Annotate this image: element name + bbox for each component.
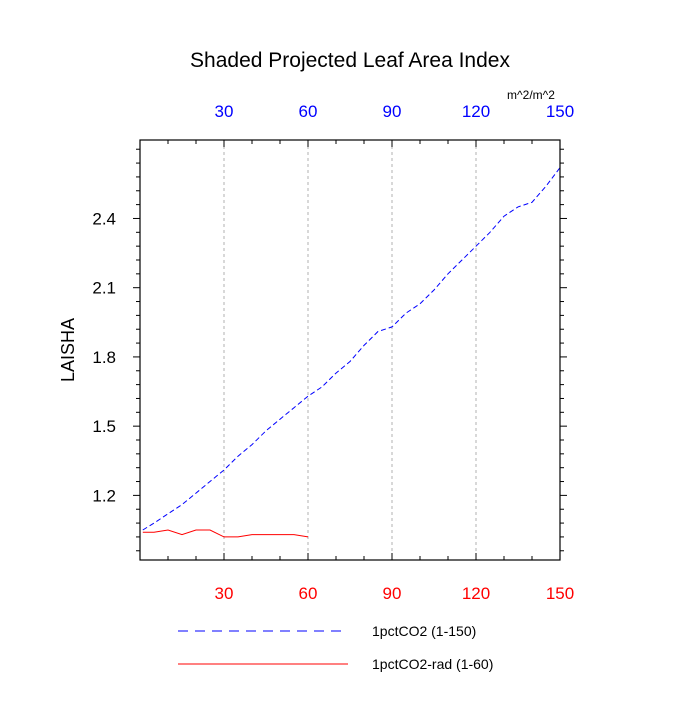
y-tick-label: 1.5	[92, 417, 116, 436]
y-tick-label: 2.4	[92, 209, 116, 228]
bottom-tick-label: 60	[299, 584, 318, 603]
y-axis-label: LAISHA	[58, 318, 78, 382]
chart-title: Shaded Projected Leaf Area Index	[190, 49, 510, 72]
legend-label-1: 1pctCO2 (1-150)	[372, 623, 476, 639]
y-tick-label: 1.2	[92, 486, 116, 505]
top-tick-label: 60	[299, 102, 318, 121]
y-tick-label: 2.1	[92, 279, 116, 298]
bottom-tick-label: 120	[462, 584, 490, 603]
legend-label-2: 1pctCO2-rad (1-60)	[372, 656, 493, 672]
plot-frame	[139, 139, 561, 561]
grid-layer	[223, 140, 477, 560]
top-tick-label: 30	[215, 102, 234, 121]
top-tick-label: 90	[383, 102, 402, 121]
series-line-1	[142, 167, 561, 531]
series-line-2	[142, 529, 309, 538]
top-tick-label: 120	[462, 102, 490, 121]
bottom-tick-label: 30	[215, 584, 234, 603]
y-tick-label: 1.8	[92, 348, 116, 367]
top-tick-label: 150	[546, 102, 574, 121]
bottom-tick-label: 150	[546, 584, 574, 603]
series-layer	[142, 167, 561, 538]
legend-layer: 1pctCO2 (1-150) 1pctCO2-rad (1-60)	[178, 623, 493, 672]
axis-layer: 30 60 90 120 150 30 60 90 120 150 1.2 1.5 1.8 2.1 2.4	[92, 102, 574, 603]
bottom-tick-label: 90	[383, 584, 402, 603]
units-label: m^2/m^2	[507, 88, 555, 102]
